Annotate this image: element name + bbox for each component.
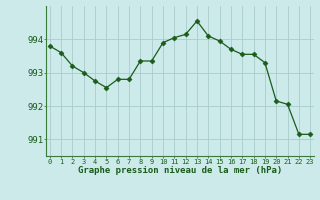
X-axis label: Graphe pression niveau de la mer (hPa): Graphe pression niveau de la mer (hPa) xyxy=(78,166,282,175)
